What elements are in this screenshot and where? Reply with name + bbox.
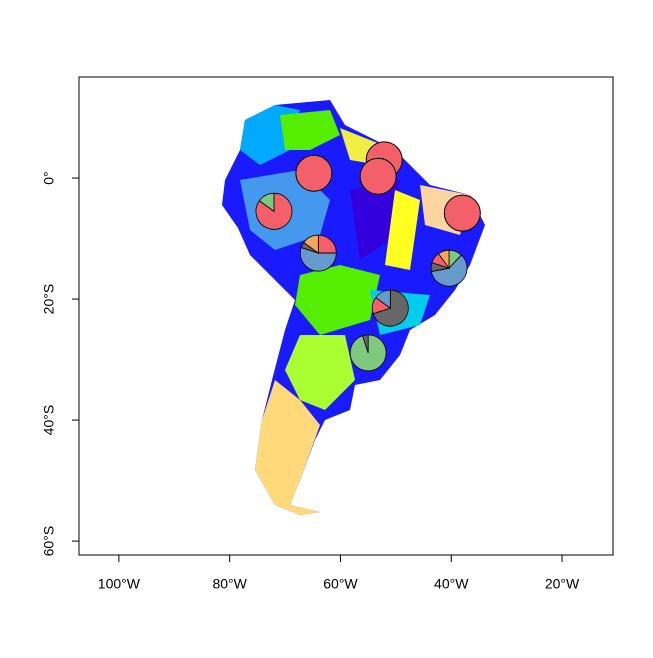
plot-frame: [78, 76, 614, 556]
region: [295, 265, 380, 335]
pie-slice: [258, 192, 275, 213]
region: [255, 380, 320, 515]
y-tick-label: 0°: [41, 171, 57, 184]
y-tick-label: 60°S: [41, 526, 57, 557]
pie: [349, 334, 387, 372]
region: [350, 180, 400, 260]
x-tick-label: 80°W: [212, 576, 247, 592]
pie-slice: [375, 289, 391, 309]
pie: [443, 194, 481, 232]
pie-slice: [299, 247, 337, 272]
pie-slice: [303, 234, 319, 254]
region: [285, 335, 355, 410]
pie: [359, 157, 397, 195]
pie: [299, 234, 337, 272]
x-tick-label: 100°W: [98, 576, 141, 592]
y-tick-label: 20°S: [41, 284, 57, 315]
pie-slice: [362, 334, 369, 354]
x-tick-label: 60°W: [323, 576, 358, 592]
x-tick-label: 40°W: [434, 576, 469, 592]
y-tick-label: 40°S: [41, 405, 57, 436]
pie: [255, 192, 293, 230]
pie: [371, 289, 409, 327]
pie-slice: [430, 254, 468, 287]
region: [280, 110, 340, 150]
land: [222, 100, 485, 515]
pie-slice: [437, 249, 450, 270]
pie-slice: [295, 154, 333, 192]
pie-slice: [359, 157, 397, 195]
pie: [295, 154, 333, 192]
x-tick-label: 20°W: [545, 576, 580, 592]
pie: [430, 249, 468, 287]
region: [385, 190, 420, 270]
pie-slice: [443, 194, 481, 232]
